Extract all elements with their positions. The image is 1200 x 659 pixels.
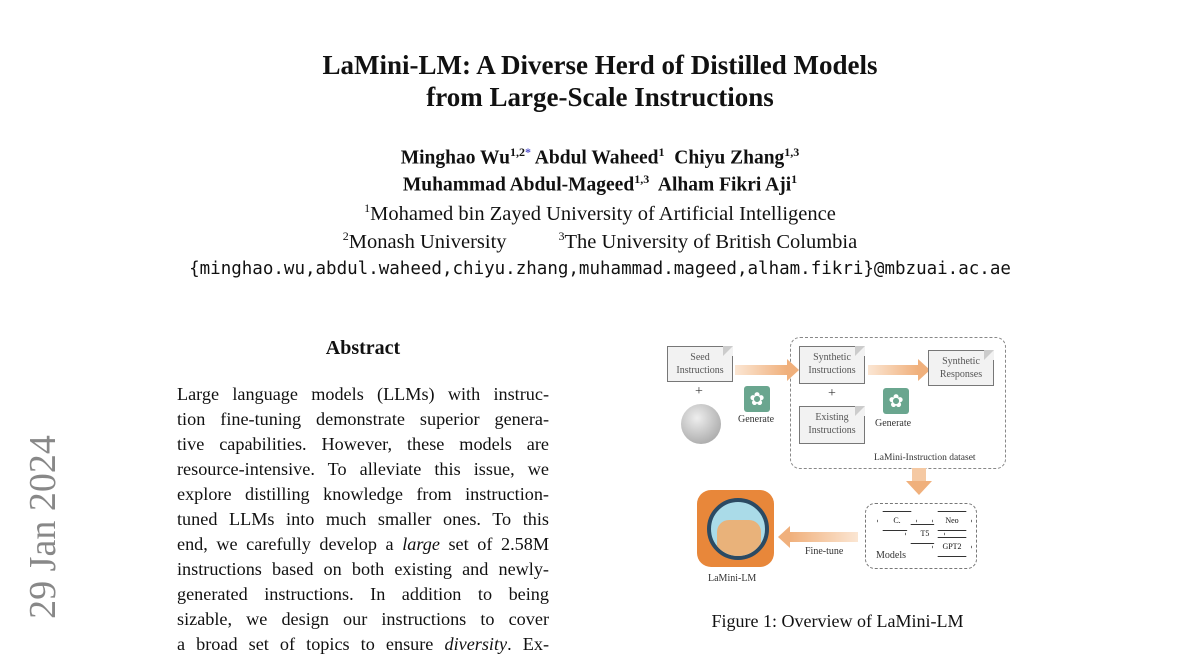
abstract-line: Large language models (LLMs) with instru…	[177, 384, 549, 404]
fine-tune-arrow-icon	[790, 532, 858, 542]
synthetic-instructions-box: Synthetic Instructions	[799, 346, 865, 384]
paper-title-line-1: LaMini-LM: A Diverse Herd of Distilled M…	[322, 50, 878, 80]
abstract-line: tuned LLMs into much smaller ones. To th…	[177, 509, 549, 529]
authors-line-1: Minghao Wu1,2* Abdul Waheed1 Chiyu Zhang…	[400, 145, 800, 169]
abstract-line: end, we carefully develop a large set of…	[177, 534, 549, 554]
dataset-label: LaMini-Instruction dataset	[874, 453, 976, 463]
openai-icon: ✿	[883, 388, 909, 414]
abstract-line: tion fine-tuning demonstrate superior ge…	[177, 409, 549, 429]
dataset-region	[790, 337, 1006, 469]
arxiv-date-stamp: 29 Jan 2024	[22, 435, 64, 619]
wikipedia-globe-icon	[681, 404, 721, 444]
lamini-label: LaMini-LM	[708, 573, 757, 584]
abstract-heading: Abstract	[325, 337, 401, 359]
arrow-icon	[868, 359, 930, 381]
models-label: Models	[876, 550, 906, 561]
abstract-line: resource-intensive. To alleviate this is…	[177, 459, 549, 479]
model-hex: GPT2	[932, 537, 972, 557]
generate-label: Generate	[875, 418, 912, 429]
author-emails: {minghao.wu,abdul.waheed,chiyu.zhang,muh…	[189, 259, 1011, 279]
arrow-icon	[735, 359, 799, 381]
fine-tune-label: Fine-tune	[805, 546, 844, 557]
abstract-line: generated instructions. In addition to b…	[177, 584, 549, 604]
abstract-line: explore distilling knowledge from instru…	[177, 484, 549, 504]
affiliation-1: 1Mohamed bin Zayed University of Artific…	[364, 201, 836, 225]
model-hex: C.	[877, 511, 917, 531]
abstract-line: a broad set of topics to ensure diversit…	[177, 634, 549, 654]
existing-instructions-box: Existing Instructions	[799, 406, 865, 444]
openai-icon: ✿	[744, 386, 770, 412]
abstract-line: instructions based on both existing and …	[177, 559, 549, 579]
abstract-line: sizable, we design our instructions to c…	[177, 609, 549, 629]
model-hex: T5	[905, 524, 945, 544]
abstract-line: tive capabilities. However, these models…	[177, 434, 549, 454]
lamini-logo	[697, 490, 774, 567]
plus-sign: +	[695, 384, 703, 399]
down-arrow-icon	[912, 468, 926, 482]
model-hex: Neo	[932, 511, 972, 531]
authors-line-2: Muhammad Abdul-Mageed1,3 Alham Fikri Aji…	[402, 172, 798, 196]
figure-caption: Figure 1: Overview of LaMini-LM	[711, 611, 964, 631]
plus-sign: +	[828, 386, 836, 401]
synthetic-responses-box: Synthetic Responses	[928, 350, 994, 386]
models-region	[865, 503, 977, 569]
generate-label: Generate	[738, 414, 775, 425]
seed-instructions-box: Seed Instructions	[667, 346, 733, 382]
affiliation-2-3: 2Monash University 3The University of Bri…	[342, 229, 858, 253]
paper-title-line-2: from Large-Scale Instructions	[426, 82, 774, 112]
